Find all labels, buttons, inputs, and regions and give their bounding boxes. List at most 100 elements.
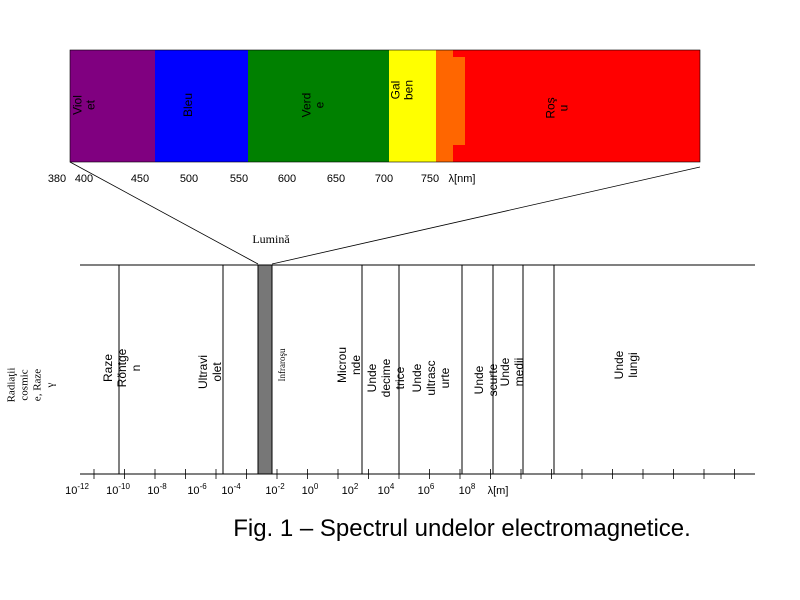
- rotated-label: Violet: [71, 95, 98, 115]
- axis-label: 450: [131, 173, 149, 185]
- label-line: et: [84, 99, 98, 110]
- label-line: Raze: [101, 354, 115, 382]
- label-line: Unde: [365, 363, 379, 392]
- axis-label: 10-6: [187, 482, 207, 497]
- rotated-label: RazeRöntgen: [101, 348, 143, 387]
- label-base: 10: [221, 485, 233, 497]
- label-exponent: -8: [160, 482, 168, 491]
- label-line: nde: [349, 355, 363, 375]
- axis-label: 108: [459, 482, 476, 497]
- axis-label: 550: [230, 173, 248, 185]
- label-base: 10: [147, 485, 159, 497]
- axis-label: 400: [75, 173, 93, 185]
- axis-label: 10-10: [106, 482, 130, 497]
- rotated-label: Radiaţiicosmice, Razeγ: [5, 368, 56, 403]
- axis-label: 600: [278, 173, 296, 185]
- axis-label: 650: [327, 173, 345, 185]
- label-line: decime: [379, 358, 393, 397]
- label-exponent: -6: [200, 482, 208, 491]
- axis-label: 750: [421, 173, 439, 185]
- label-line: medii: [512, 358, 526, 387]
- label-line: e: [313, 101, 327, 108]
- label-line: n: [129, 365, 143, 372]
- label-exponent: 8: [471, 482, 476, 491]
- color-band: [248, 50, 389, 162]
- label-base: 10: [302, 485, 314, 497]
- label-base: 10: [187, 485, 199, 497]
- label-base: 10: [459, 485, 471, 497]
- label-base: 10: [65, 485, 77, 497]
- label-base: 10: [418, 485, 430, 497]
- rotated-label: Undelungi: [612, 350, 640, 379]
- label-line: u: [557, 105, 571, 112]
- label-line: Bleu: [181, 93, 195, 117]
- label-exponent: -4: [234, 482, 242, 491]
- rotated-label: Undemedii: [498, 357, 526, 386]
- label-exponent: -12: [77, 482, 89, 491]
- rotated-label: Undedecimetrice: [365, 358, 407, 397]
- label-base: 10: [106, 485, 118, 497]
- axis-label: 106: [418, 482, 435, 497]
- axis-label: 10-4: [221, 482, 241, 497]
- axis-label: 10-12: [65, 482, 89, 497]
- label-line: Radiaţii: [5, 368, 17, 403]
- axis-label: 500: [180, 173, 198, 185]
- label-line: Viol: [71, 95, 85, 115]
- label-line: ben: [402, 80, 416, 100]
- rotated-label: Undescurte: [472, 363, 500, 396]
- axis-label: λ[nm]: [449, 173, 476, 185]
- label-base: 10: [342, 485, 354, 497]
- label-line: Infraroşu: [277, 348, 287, 381]
- label-line: Unde: [472, 365, 486, 394]
- label-line: trice: [393, 366, 407, 389]
- label-line: ultrasc: [424, 360, 438, 395]
- rotated-label: Ultraviolet: [196, 355, 224, 389]
- color-band: [389, 50, 436, 162]
- color-band: [155, 50, 248, 162]
- label-exponent: 2: [354, 482, 359, 491]
- label-exponent: 6: [430, 482, 435, 491]
- label-exponent: 4: [390, 482, 395, 491]
- color-band: [453, 50, 700, 162]
- label-line: Verd: [300, 93, 314, 118]
- rotated-label: Galben: [389, 80, 416, 100]
- zoom-line: [69, 161, 259, 265]
- rotated-label: Infraroşu: [277, 348, 287, 381]
- axis-label: 100: [302, 482, 319, 497]
- caption: Fig. 1 – Spectrul undelor electromagneti…: [233, 515, 691, 542]
- label-line: Unde: [410, 363, 424, 392]
- rotated-label: Undeultrascurte: [410, 360, 452, 395]
- rotated-label: Bleu: [181, 93, 195, 117]
- color-band: [70, 50, 155, 162]
- label-line: Ultravi: [196, 355, 210, 389]
- axis-label: 104: [378, 482, 395, 497]
- axis-unit: λ[m]: [488, 485, 509, 497]
- rotated-label: Verde: [300, 93, 327, 118]
- label-line: Unde: [498, 357, 512, 386]
- label-base: 10: [378, 485, 390, 497]
- axis-label: 380: [48, 173, 66, 185]
- label-exponent: -2: [278, 482, 286, 491]
- label-line: scurte: [486, 363, 500, 396]
- axis-label: 102: [342, 482, 359, 497]
- label-line: e, Raze: [31, 369, 43, 401]
- label-base: 10: [265, 485, 277, 497]
- zoom-line: [271, 166, 701, 265]
- label-exponent: -10: [118, 482, 130, 491]
- light-band: [257, 264, 273, 475]
- label-line: Röntge: [115, 348, 129, 387]
- label-line: Roş: [544, 97, 558, 118]
- label-line: olet: [210, 362, 224, 382]
- light-label: Lumină: [252, 232, 290, 246]
- label-line: lungi: [626, 352, 640, 377]
- label-line: Unde: [612, 350, 626, 379]
- axis-label: 700: [375, 173, 393, 185]
- color-band: [436, 50, 470, 162]
- label-exponent: 0: [314, 482, 319, 491]
- visible-spectrum: Violet Bleu Verde Galben Roşu 380 400 450 500 550…: [48, 49, 701, 185]
- rotated-label: Microunde: [335, 347, 363, 383]
- label-line: Gal: [389, 81, 403, 100]
- label-line: urte: [438, 367, 452, 388]
- axis-label: 10-8: [147, 482, 167, 497]
